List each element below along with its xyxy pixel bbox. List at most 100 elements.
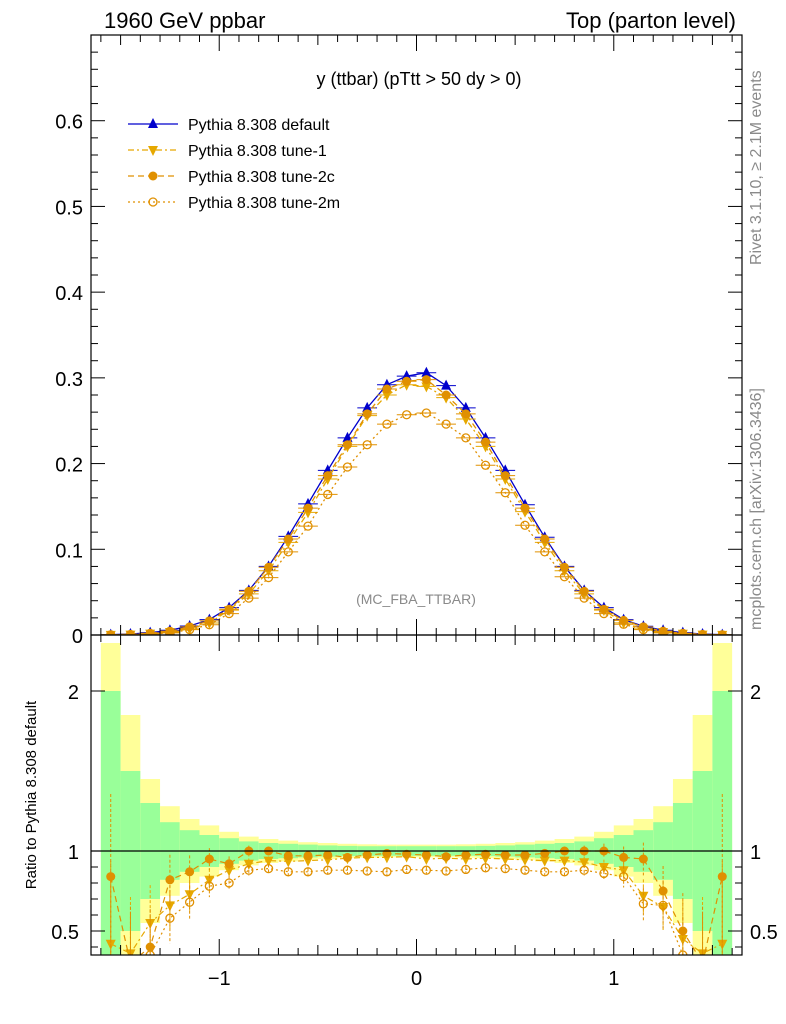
main-series-point [441,419,451,429]
main-data-area [100,366,733,635]
ratio-series-point [224,866,235,877]
ratio-series-point [421,865,432,875]
ratio-series-point [678,926,688,936]
ratio-series-point [382,867,392,877]
ratio-series-point [599,868,609,879]
ratio-y-tick-label-left: 2 [68,682,79,704]
ratio-series-point [559,856,570,867]
main-series-point [599,608,609,619]
x-tick-label: −1 [208,968,231,990]
main-series-point [441,379,452,390]
ratio-series-point [107,959,115,967]
ratio-series-point [185,867,195,877]
ratio-series-point [184,897,195,907]
ratio-series-point [323,865,333,875]
main-series-point [184,625,195,635]
main-series-point [500,471,510,481]
main-series-point [323,489,333,500]
ratio-y-tick-label-left: 0.5 [51,922,79,944]
ratio-series-point [717,872,727,882]
ratio-series-point [638,854,648,864]
analysis-watermark: (MC_FBA_TTBAR) [356,591,476,607]
ratio-data-area [100,643,733,975]
ratio-series-point [618,871,629,882]
main-y-tick-label: 0.5 [55,197,83,219]
ratio-series-4 [107,863,723,975]
main-y-tick-label: 0.4 [55,283,83,305]
ratio-series-point [165,875,175,885]
main-series-point [480,460,491,470]
main-series-point [342,462,353,472]
ratio-series-point [204,881,215,891]
ratio-series-point [678,950,688,955]
ratio-series-point [224,878,234,888]
ratio-series-point [539,856,550,867]
ratio-series-point [263,863,274,874]
header-right-label: Top (parton level) [566,8,736,33]
ratio-series-point [283,851,293,861]
main-series-point [540,547,550,557]
main-y-tick-label: 0.1 [55,540,83,562]
mcplots-label: mcplots.cern.ch [arXiv:1306.3436] [748,388,765,630]
main-series-point [204,620,215,630]
ratio-series-point [362,850,372,860]
ratio-series-point [441,852,451,862]
ratio-series-point [126,959,135,968]
main-series-point [441,390,451,400]
rivet-version-label: Rivet 3.1.10, ≥ 2.1M events [748,70,765,265]
ratio-series-point [559,867,570,877]
ratio-series-point [165,913,175,923]
ratio-series-point [658,900,668,911]
main-series-point [638,622,648,632]
legend-label: Pythia 8.308 tune-1 [188,143,327,160]
ratio-series-point [480,863,491,873]
main-series-point [421,375,431,385]
main-series-point [540,534,550,544]
main-series-point [283,547,293,557]
ratio-series-point [461,850,471,860]
main-series-point [618,619,629,629]
ratio-series-point [500,850,510,860]
legend: Pythia 8.308 default Pythia 8.308 tune-1 P… [128,117,340,212]
main-series-point [244,586,254,596]
ratio-series-point [619,852,629,862]
main-series-point [421,382,432,393]
main-series-point [638,625,649,635]
main-series-point [263,572,274,583]
ratio-series-point [224,859,234,869]
main-series-point [303,503,313,513]
main-series-point [520,503,530,513]
legend-entry-1: Pythia 8.308 default [128,117,330,134]
legend-entry-2: Pythia 8.308 tune-1 [128,143,327,160]
legend-marker [148,146,158,156]
main-series-point [244,593,254,603]
ratio-series-point [342,865,353,875]
main-series-point [362,401,373,412]
ratio-series-point [540,848,550,858]
main-series-point [678,629,688,635]
ratio-frame [90,634,743,956]
main-series-point [402,376,412,386]
ratio-series-point [401,864,412,875]
x-tick-label: 0 [411,968,422,990]
legend-entry-4: Pythia 8.308 tune-2m [128,195,340,212]
main-series-point [342,431,353,442]
ratio-series-point [540,867,550,877]
ratio-series-point [500,863,510,874]
main-plot-panel: 0 0.1 0.2 0.3 0.4 0.5 0.6 [55,34,743,648]
ratio-series-point [699,967,707,975]
ratio-series-point [204,854,214,864]
ratio-series-point [263,856,274,867]
main-series-point [421,408,432,418]
header-left-label: 1960 GeV ppbar [104,8,265,33]
ratio-series-point [698,959,707,968]
x-tick-label: 1 [608,968,619,990]
ratio-series-point [164,901,175,912]
ratio-series-point [342,852,352,862]
main-series-point [500,488,510,498]
legend-marker [148,197,158,207]
main-series-point [362,409,372,419]
ratio-series-point [579,865,589,875]
main-series-point [323,471,333,481]
main-series-point [579,586,589,596]
